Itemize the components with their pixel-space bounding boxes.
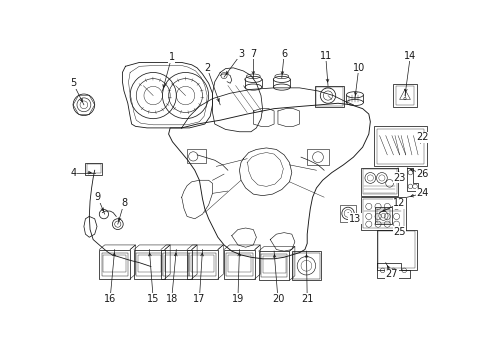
Text: 2: 2 bbox=[203, 63, 210, 73]
Bar bbox=[306, 149, 328, 165]
Text: 26: 26 bbox=[416, 169, 428, 179]
Bar bbox=[138, 255, 161, 272]
Text: 18: 18 bbox=[165, 294, 178, 304]
Bar bbox=[314, 86, 344, 107]
Text: 6: 6 bbox=[281, 49, 286, 59]
Bar bbox=[291, 251, 321, 280]
Bar bbox=[293, 253, 319, 279]
Bar bbox=[360, 168, 397, 195]
Text: 25: 25 bbox=[392, 227, 405, 237]
Bar bbox=[262, 256, 285, 274]
Text: 22: 22 bbox=[416, 132, 428, 142]
Bar bbox=[376, 209, 389, 222]
Text: 27: 27 bbox=[385, 269, 397, 279]
Bar bbox=[103, 255, 126, 272]
Text: 5: 5 bbox=[70, 78, 76, 88]
Text: 10: 10 bbox=[352, 63, 364, 73]
Bar bbox=[258, 251, 289, 280]
Text: 4: 4 bbox=[70, 167, 76, 177]
Bar bbox=[87, 164, 101, 173]
Bar bbox=[261, 254, 286, 277]
Bar bbox=[373, 126, 426, 166]
Text: 12: 12 bbox=[393, 198, 405, 208]
Text: 21: 21 bbox=[301, 294, 313, 304]
Bar bbox=[226, 253, 252, 276]
Text: 24: 24 bbox=[416, 188, 428, 198]
Text: 20: 20 bbox=[271, 294, 284, 304]
Text: 14: 14 bbox=[404, 50, 416, 60]
Text: 23: 23 bbox=[393, 173, 405, 183]
Bar bbox=[339, 205, 356, 222]
Bar bbox=[164, 255, 187, 272]
Bar bbox=[316, 87, 342, 105]
Bar bbox=[374, 207, 391, 224]
Bar bbox=[377, 231, 414, 268]
Bar bbox=[362, 199, 404, 228]
Text: 9: 9 bbox=[95, 192, 101, 202]
Text: 8: 8 bbox=[121, 198, 127, 208]
Bar bbox=[85, 163, 102, 175]
Bar bbox=[362, 170, 396, 194]
Text: 19: 19 bbox=[231, 294, 244, 304]
Bar bbox=[102, 253, 127, 276]
Bar bbox=[376, 230, 416, 270]
Text: 15: 15 bbox=[147, 294, 159, 304]
Bar bbox=[190, 255, 214, 272]
Bar bbox=[136, 253, 162, 276]
Bar bbox=[187, 149, 206, 163]
Bar bbox=[395, 86, 413, 105]
Text: 3: 3 bbox=[238, 49, 244, 59]
Bar bbox=[189, 253, 215, 276]
Bar bbox=[161, 249, 191, 279]
Text: 7: 7 bbox=[250, 49, 256, 59]
Bar bbox=[134, 249, 164, 279]
Text: 11: 11 bbox=[319, 50, 331, 60]
Bar bbox=[360, 197, 405, 230]
Bar bbox=[99, 249, 130, 279]
Text: 17: 17 bbox=[193, 294, 205, 304]
Text: 13: 13 bbox=[348, 214, 360, 224]
Text: 1: 1 bbox=[168, 52, 174, 62]
Bar bbox=[393, 84, 416, 107]
Bar bbox=[376, 129, 424, 164]
Text: 16: 16 bbox=[104, 294, 116, 304]
Bar bbox=[224, 249, 254, 279]
Bar bbox=[187, 249, 218, 279]
Bar bbox=[163, 253, 189, 276]
Bar bbox=[227, 255, 250, 272]
